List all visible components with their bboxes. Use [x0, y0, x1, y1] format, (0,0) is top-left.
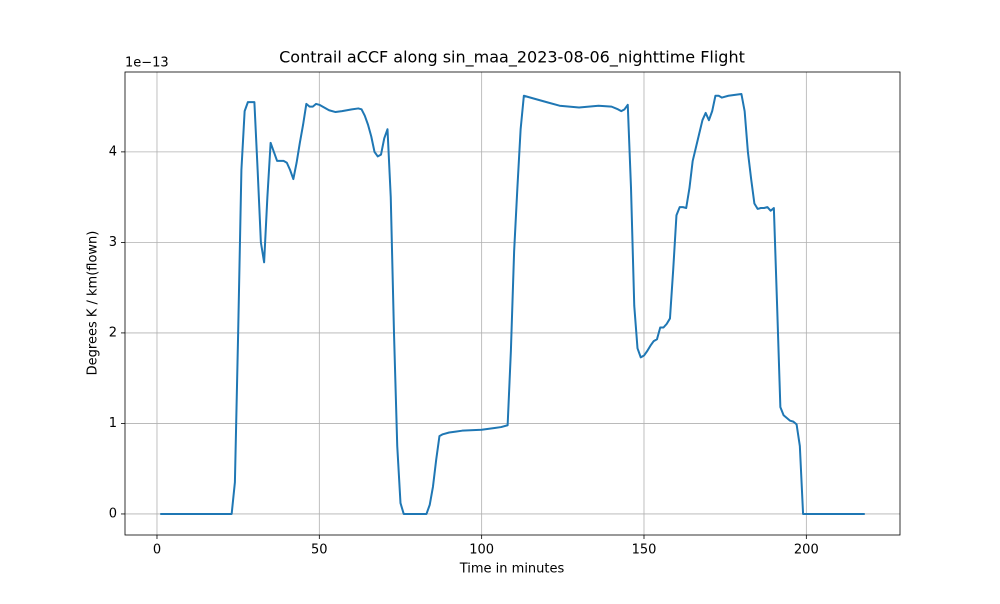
chart-title: Contrail aCCF along sin_maa_2023-08-06_n…	[279, 48, 745, 68]
y-offset-text: 1e−13	[125, 56, 169, 71]
y-tick-label: 0	[109, 506, 117, 521]
x-tick-label: 200	[794, 543, 819, 558]
x-tick-label: 100	[469, 543, 494, 558]
y-tick-label: 4	[109, 144, 117, 159]
y-tick-label: 1	[109, 416, 117, 431]
axes-frame	[124, 71, 901, 536]
x-tick-label: 50	[311, 543, 328, 558]
y-axis-label: Degrees K / km(flown)	[86, 231, 101, 376]
x-tick-label: 0	[153, 543, 161, 558]
x-tick-label: 150	[632, 543, 657, 558]
y-tick-label: 2	[109, 325, 117, 340]
x-axis-label: Time in minutes	[459, 562, 565, 577]
y-tick-label: 3	[109, 235, 117, 250]
data-line	[160, 92, 865, 515]
plot-area: 0 50 100 150 200 0 1 2 3 4	[109, 72, 900, 558]
